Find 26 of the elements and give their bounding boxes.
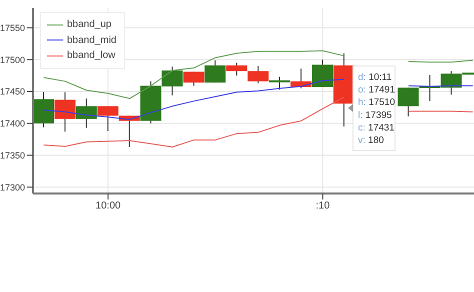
annotation: d: 10:11 <box>358 72 392 83</box>
y-tick-label: 17450 <box>0 86 25 97</box>
annotation: v: 180 <box>358 135 384 146</box>
y-tick-label: 17400 <box>0 118 25 129</box>
legend-label: bband_mid <box>67 34 116 46</box>
candlestick <box>204 60 226 84</box>
candlestick <box>312 59 334 88</box>
candlestick <box>54 92 76 132</box>
y-tick-label: 17300 <box>0 182 25 192</box>
candlestick <box>269 76 290 90</box>
legend-label: bband_low <box>67 50 116 62</box>
y-tick-label: 17550 <box>0 22 25 33</box>
y-tick-label: 17350 <box>0 150 25 160</box>
annotation: h: 17510 <box>358 97 395 108</box>
x-tick-label: :10 <box>316 200 330 212</box>
candlestick <box>226 62 248 76</box>
annotation: o: 17491 <box>358 84 395 96</box>
candlestick <box>76 98 97 128</box>
candlestick <box>97 106 118 132</box>
candlestick <box>183 71 204 86</box>
candlestick <box>248 66 269 84</box>
x-tick-label: 10:00 <box>96 200 122 212</box>
y-tick-label: 17500 <box>0 54 25 65</box>
annotation: c: 17431 <box>358 122 394 134</box>
legend-label: bband_up <box>67 19 112 30</box>
annotation: l: 17395 <box>358 110 392 121</box>
